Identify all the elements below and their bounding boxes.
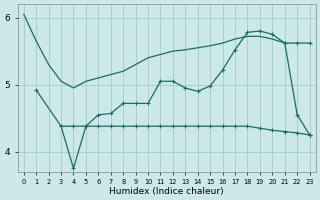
- X-axis label: Humidex (Indice chaleur): Humidex (Indice chaleur): [109, 187, 224, 196]
